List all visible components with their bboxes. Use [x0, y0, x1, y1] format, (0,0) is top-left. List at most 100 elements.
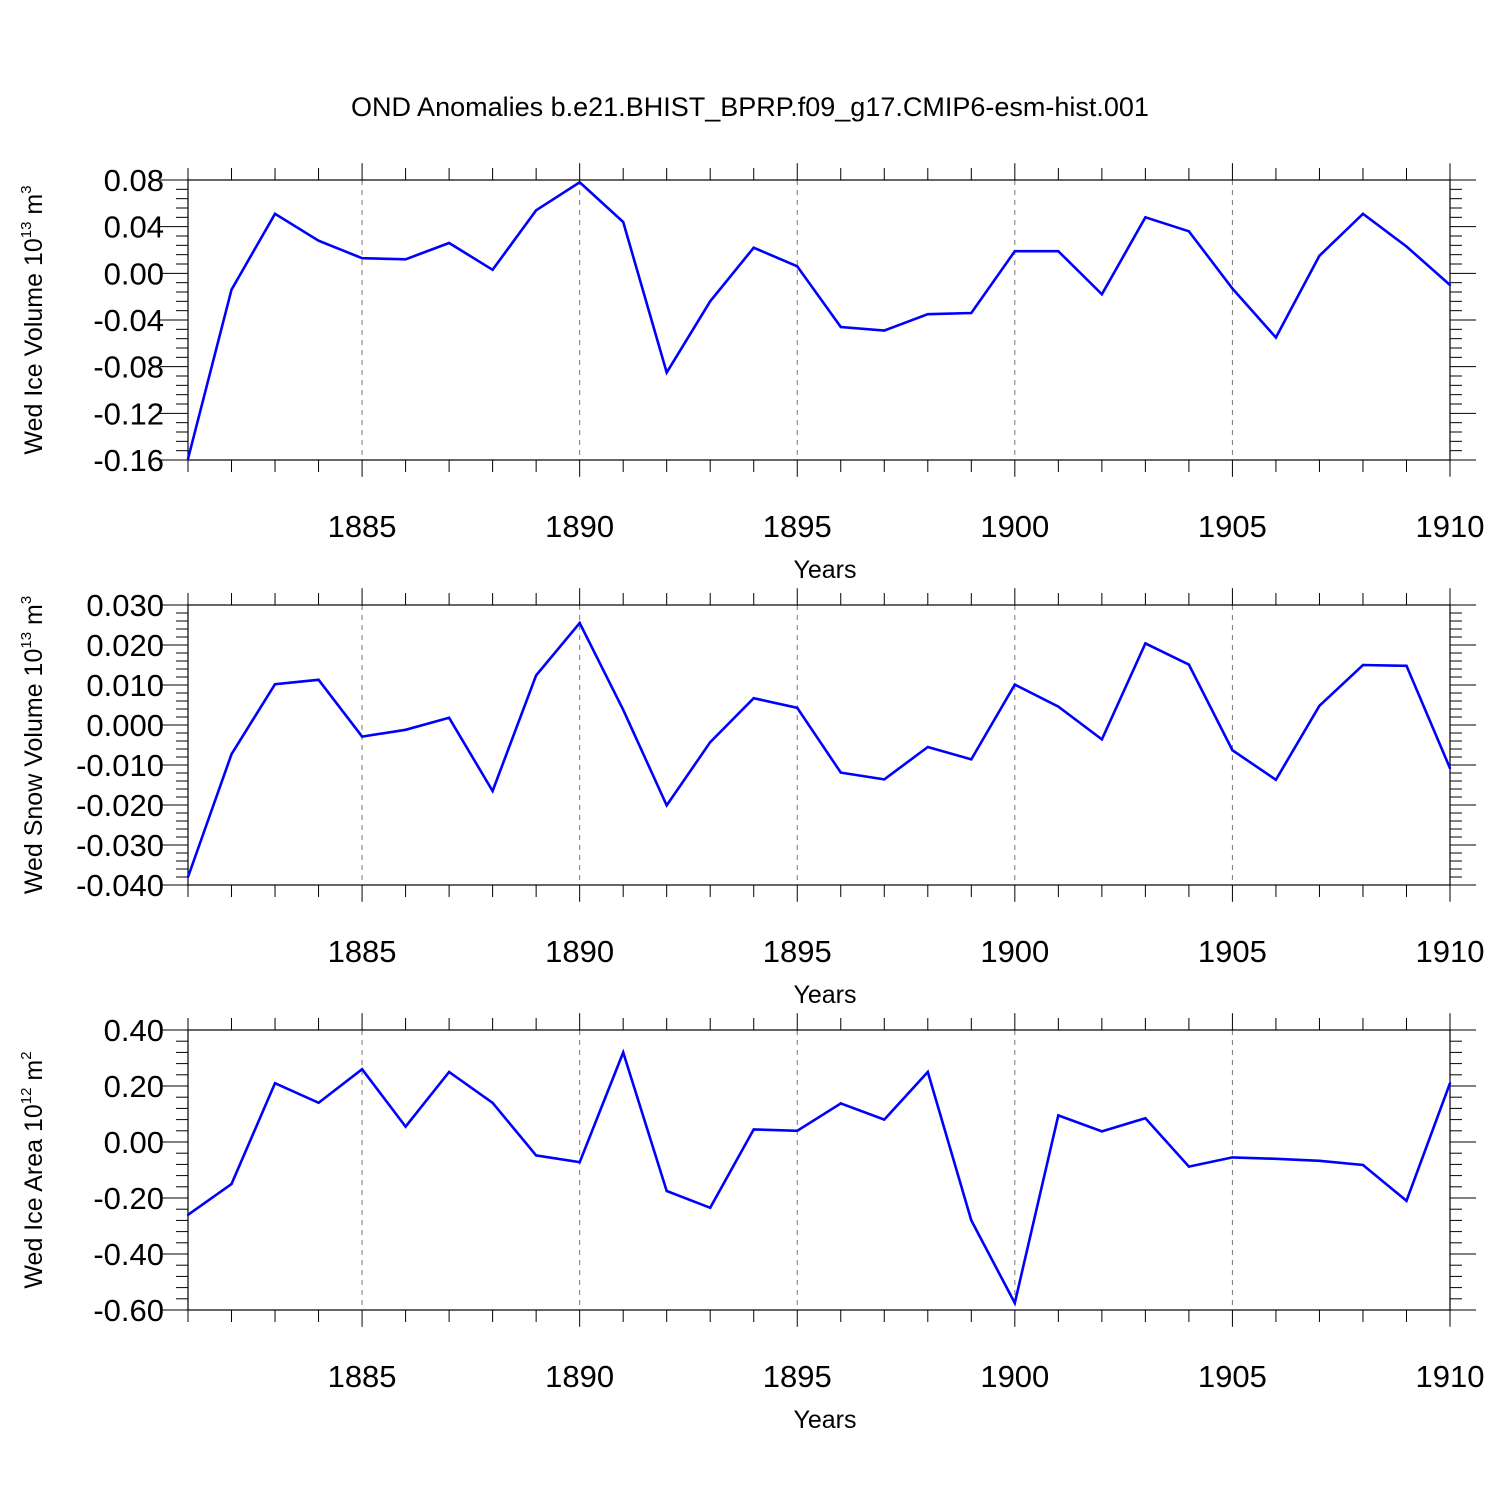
data-point	[230, 288, 233, 291]
y-tick-label: -0.08	[93, 350, 164, 385]
data-point	[578, 181, 581, 184]
x-tick-label: 1910	[1416, 934, 1485, 969]
data-point	[273, 212, 277, 216]
data-point	[1144, 1117, 1147, 1120]
data-point	[1405, 664, 1408, 667]
data-point	[796, 265, 799, 268]
data-point	[578, 1160, 581, 1164]
data-point	[1100, 738, 1104, 741]
data-point	[1448, 283, 1452, 287]
y-axis-label: Wed Snow Volume 1013 m3	[18, 596, 48, 894]
data-point	[926, 745, 929, 749]
series-line	[187, 1048, 1452, 1307]
x-axis-label: Years	[793, 1406, 856, 1434]
x-tick-label: 1895	[763, 1359, 832, 1394]
data-point	[709, 741, 712, 744]
x-tick-label: 1910	[1416, 1359, 1485, 1394]
y-tick-label: 0.00	[104, 256, 164, 291]
data-point	[1144, 642, 1147, 645]
data-point	[970, 311, 973, 315]
data-point	[883, 778, 886, 781]
data-point	[491, 789, 494, 793]
x-tick-label: 1905	[1198, 934, 1267, 969]
data-point	[404, 1125, 407, 1128]
data-point	[1100, 1130, 1104, 1133]
x-tick-label: 1905	[1198, 1359, 1267, 1394]
data-point	[665, 1189, 668, 1193]
data-point	[1013, 683, 1017, 686]
data-point	[1405, 245, 1408, 248]
panel-3: 1885 1890 1895 1900 1905 1910 Years -0.60 -0.40 -…	[18, 1013, 1484, 1434]
data-point	[883, 1118, 886, 1121]
x-tick-label: 1885	[328, 1359, 397, 1394]
x-axis-label: Years	[793, 556, 856, 584]
data-point	[317, 678, 320, 681]
y-axis-label: Wed Ice Volume 1013 m3	[18, 185, 48, 454]
data-point	[621, 1051, 625, 1054]
data-point	[230, 753, 233, 756]
y-tick-label: -0.04	[93, 303, 164, 338]
data-point	[839, 325, 842, 329]
y-tick-label: 0.08	[104, 163, 164, 198]
y-tick-label: 0.04	[104, 210, 164, 245]
y-tick-label: -0.60	[93, 1293, 164, 1328]
y-tick-label: -0.20	[93, 1181, 164, 1216]
x-tick-label: 1895	[763, 509, 832, 544]
y-tick-label: -0.040	[76, 868, 164, 903]
y-tick-label: 0.010	[86, 668, 164, 703]
x-tick-label: 1905	[1198, 509, 1267, 544]
y-axis-label: Wed Ice Area 1012 m2	[18, 1051, 48, 1288]
data-point	[1231, 749, 1234, 752]
data-point	[186, 875, 190, 879]
y-tick-label: 0.000	[86, 708, 164, 743]
data-point	[317, 1101, 320, 1105]
data-point	[1187, 663, 1191, 666]
data-point	[621, 220, 625, 224]
x-tick-label: 1890	[545, 1359, 614, 1394]
data-point	[230, 1182, 233, 1186]
data-point	[534, 674, 538, 677]
data-point	[404, 258, 407, 261]
panel-1: 1885 1890 1895 1900 1905 1910 Years -0.16 -0.12 -…	[18, 163, 1484, 584]
data-point	[796, 1129, 799, 1133]
data-point	[1013, 1301, 1017, 1305]
data-point	[665, 371, 668, 374]
y-tick-label: -0.030	[76, 828, 164, 863]
panel-2: 1885 1890 1895 1900 1905 1910 Years -0.040 -0.03…	[18, 588, 1484, 1009]
x-axis-label: Years	[793, 981, 856, 1009]
panels: 1885 1890 1895 1900 1905 1910 Years -0.16 -0.12 -…	[18, 163, 1484, 1434]
data-point	[447, 241, 451, 245]
data-point	[491, 1101, 494, 1105]
x-tick-label: 1900	[980, 509, 1049, 544]
y-tick-label: -0.40	[93, 1237, 164, 1272]
y-tick-label: -0.020	[76, 788, 164, 823]
data-point	[709, 300, 712, 303]
x-tick-label: 1890	[545, 509, 614, 544]
data-point	[491, 268, 494, 272]
x-tick-label: 1885	[328, 934, 397, 969]
x-tick-label: 1900	[980, 934, 1049, 969]
data-point	[1448, 767, 1452, 770]
data-point	[970, 1219, 973, 1222]
y-tick-label: 0.00	[104, 1125, 164, 1160]
y-tick-label: -0.16	[93, 443, 164, 478]
data-point	[1318, 1159, 1321, 1162]
x-tick-label: 1895	[763, 934, 832, 969]
data-point	[1231, 1156, 1234, 1159]
y-tick-label: 0.20	[104, 1069, 164, 1104]
data-point	[1274, 1157, 1278, 1161]
data-point	[752, 697, 755, 700]
data-point	[534, 209, 538, 212]
data-point	[839, 771, 842, 774]
data-point	[1448, 1082, 1452, 1085]
data-point	[1318, 704, 1321, 707]
data-point	[186, 1213, 190, 1217]
y-tick-label: 0.020	[86, 628, 164, 663]
data-point	[926, 1070, 929, 1074]
data-point	[1361, 212, 1365, 216]
data-point	[317, 239, 320, 242]
chart-title: OND Anomalies b.e21.BHIST_BPRP.f09_g17.C…	[351, 92, 1149, 122]
data-point	[447, 1070, 451, 1074]
data-point	[1318, 254, 1321, 258]
